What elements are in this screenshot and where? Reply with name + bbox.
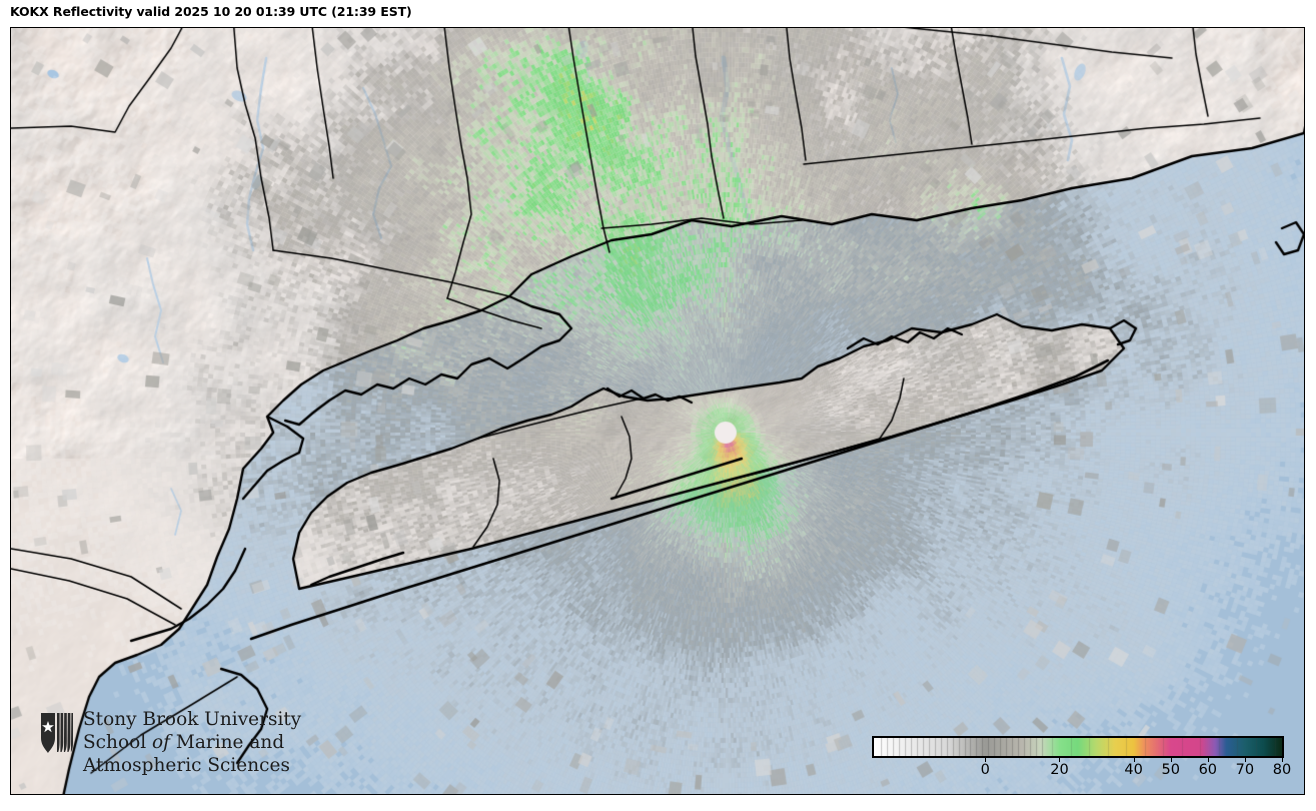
colorbar-tick (1207, 758, 1209, 762)
colorbar-tick (985, 758, 987, 762)
colorbar-gradient (872, 736, 1284, 758)
colorbar-tick-label: 80 (1272, 762, 1292, 778)
colorbar-tick-label: 40 (1124, 762, 1143, 778)
colorbar-tick (1170, 758, 1172, 762)
logo-line-2: School of Marine and (83, 732, 301, 755)
shield-icon (41, 713, 73, 753)
logo-line-1: Stony Brook University (83, 709, 302, 730)
colorbar-tick-label: 70 (1235, 762, 1255, 778)
colorbar-tick-label: 60 (1198, 762, 1218, 778)
colorbar-tick-label: 0 (980, 762, 990, 778)
logo-line-2-b: Marine and (170, 731, 285, 753)
reflectivity-colorbar: 0 20 40 50 60 70 80 (872, 736, 1291, 778)
logo-line-3: Atmospheric Sciences (83, 754, 290, 776)
radar-map-canvas[interactable] (11, 28, 1304, 794)
sbu-logo: Stony Brook University School of Marine … (40, 709, 301, 778)
logo-line-2-italic: of (152, 731, 171, 753)
colorbar-tick (1059, 758, 1061, 762)
colorbar-tick (1282, 758, 1283, 762)
radar-map[interactable] (10, 27, 1305, 795)
colorbar-tick-label: 20 (1050, 762, 1069, 778)
colorbar-tick (1133, 758, 1135, 762)
colorbar-tick-label: 50 (1161, 762, 1180, 778)
sbu-logo-text: Stony Brook University School of Marine … (83, 709, 301, 778)
page-title: KOKX Reflectivity valid 2025 10 20 01:39… (10, 4, 412, 19)
logo-line-2-a: School (83, 731, 153, 753)
colorbar-tick (1244, 758, 1246, 762)
colorbar-canvas (874, 738, 1282, 756)
